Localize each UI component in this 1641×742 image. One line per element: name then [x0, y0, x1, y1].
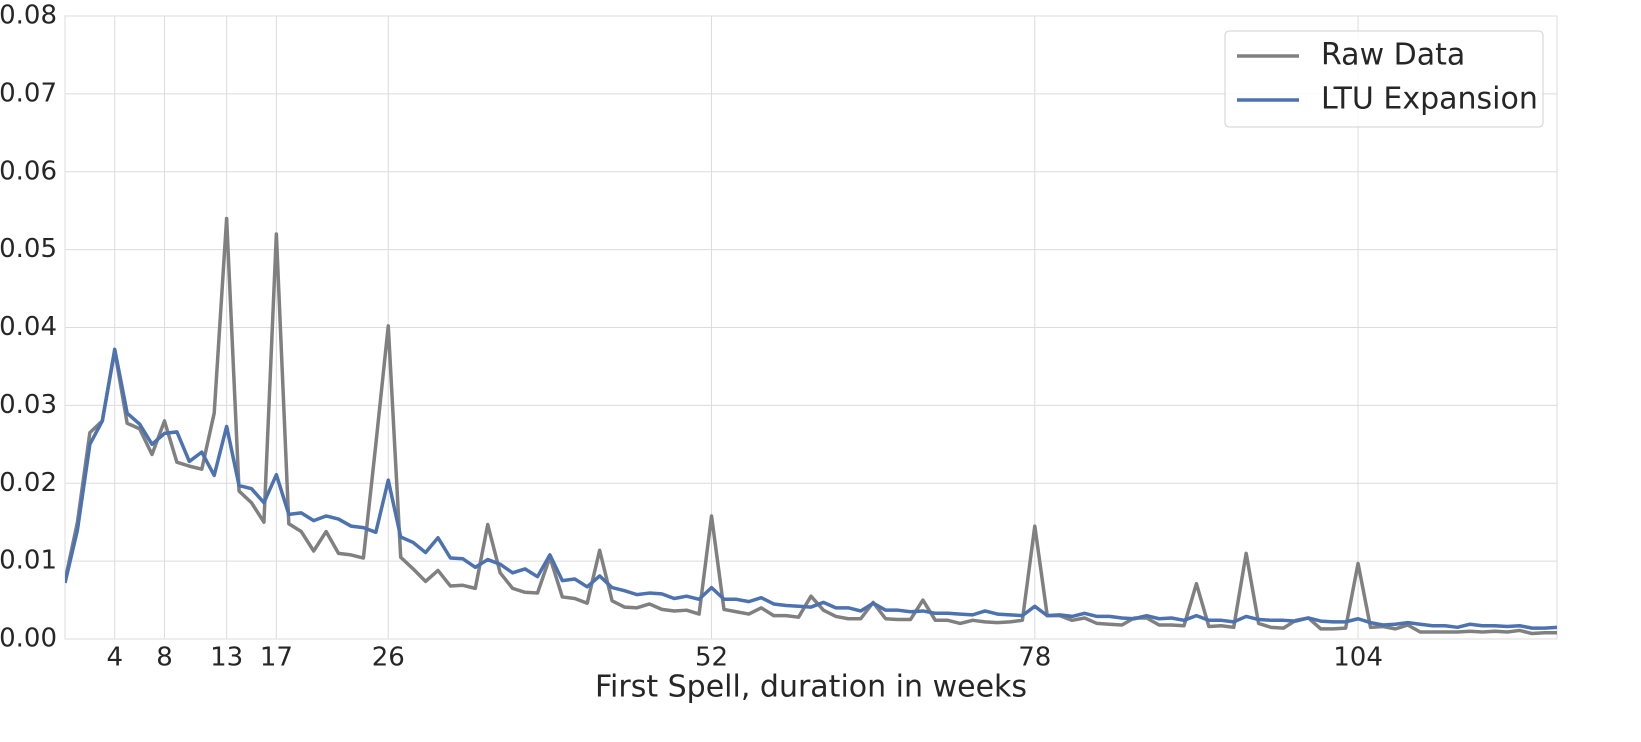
- x-tick-label: 4: [106, 643, 123, 673]
- x-tick-label: 26: [372, 643, 405, 673]
- line: [65, 347, 1557, 630]
- x-tick-label: 17: [260, 643, 293, 673]
- x-tick-label: 104: [1333, 643, 1383, 673]
- x-tick-label: 78: [1018, 643, 1051, 673]
- y-tick-label: 0.03: [0, 390, 57, 420]
- legend-label: LTU Expansion: [1321, 82, 1538, 117]
- y-tick-label: 0.07: [0, 78, 57, 108]
- y-tick-label: 0.06: [0, 156, 57, 186]
- x-axis-label: First Spell, duration in weeks: [595, 670, 1027, 705]
- x-tick-label: 52: [695, 643, 728, 673]
- y-tick-label: 0.08: [0, 1, 57, 31]
- legend-label: Raw Data: [1321, 38, 1465, 73]
- line: [65, 216, 1557, 636]
- y-tick-label: 0.01: [0, 546, 57, 576]
- x-tick-label: 8: [156, 643, 173, 673]
- y-tick-label: 0.02: [0, 468, 57, 498]
- legend-box: [1224, 30, 1544, 128]
- plot-frame: [64, 15, 1558, 640]
- y-tick-label: 0.05: [0, 234, 57, 264]
- x-tick-label: 13: [210, 643, 243, 673]
- y-tick-label: 0.04: [0, 312, 57, 342]
- y-tick-label: 0.00: [0, 624, 57, 654]
